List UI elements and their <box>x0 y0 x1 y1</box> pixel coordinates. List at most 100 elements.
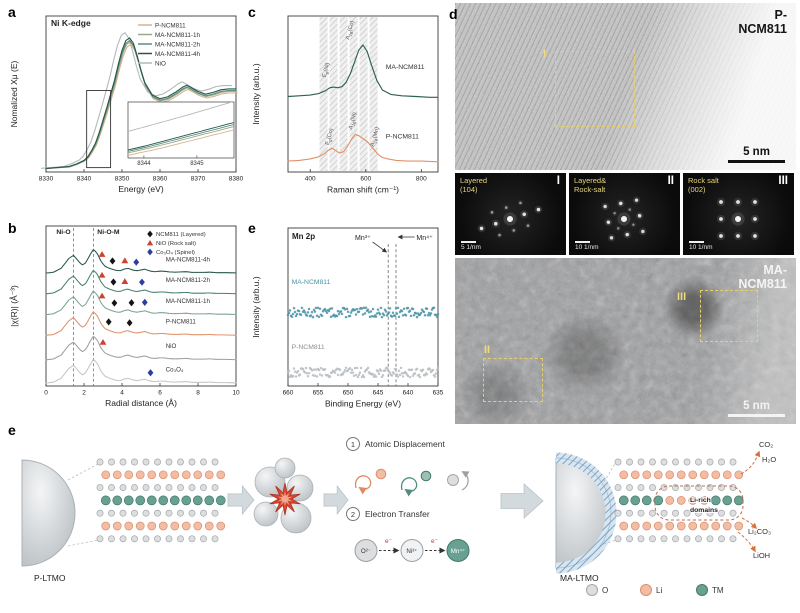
step1-number: 1 <box>351 440 355 449</box>
panel-b-exafs-chart: 0 2 4 6 8 10 Radial distance (Å) |χ(R)| (Å⁻³) Ni… <box>9 225 240 408</box>
svg-text:A1g(Mn): A1g(Mn) <box>370 126 381 147</box>
fft-scale-i: 5 1/nm <box>461 241 481 251</box>
svg-text:A1g(Co): A1g(Co) <box>345 20 356 40</box>
svg-text:Eg(Co): Eg(Co) <box>325 128 336 146</box>
panel-label-e-schematic: e <box>8 422 16 438</box>
svg-text:660: 660 <box>283 390 294 397</box>
species-o: O²⁻ <box>361 548 371 555</box>
electron-label-1: e⁻ <box>385 538 393 545</box>
fft-roman-i: I <box>556 175 560 187</box>
legend-o-label: O <box>602 586 608 595</box>
tem-label-line2: NCM811 <box>738 21 787 36</box>
fft-scale-iii: 10 1/nm <box>689 241 713 251</box>
product-h2o: H₂O <box>762 455 776 464</box>
roi-label-ii: II <box>484 344 491 356</box>
scale-bar-line <box>728 160 785 163</box>
svg-text:P-NCM811: P-NCM811 <box>292 344 325 351</box>
p-ltmo-label: P-LTMO <box>34 573 66 583</box>
fft-scale-bar <box>461 241 476 243</box>
fft-scale-bar <box>575 241 590 243</box>
scale-bar-top: 5 nm <box>728 146 785 163</box>
svg-text:0: 0 <box>44 390 48 397</box>
svg-text:4: 4 <box>120 390 124 397</box>
svg-text:NCM811 (Layered): NCM811 (Layered) <box>156 232 206 238</box>
svg-text:640: 640 <box>403 390 414 397</box>
svg-text:6: 6 <box>158 390 162 397</box>
svg-text:10: 10 <box>232 390 240 397</box>
svg-text:Mn 2p: Mn 2p <box>292 232 315 241</box>
svg-text:Co₃O₄: Co₃O₄ <box>166 366 184 373</box>
svg-text:645: 645 <box>373 390 384 397</box>
roi-label-iii: III <box>677 291 687 303</box>
svg-text:8350: 8350 <box>115 176 130 183</box>
svg-text:8: 8 <box>196 390 200 397</box>
svg-text:Mn³⁺: Mn³⁺ <box>355 235 371 242</box>
svg-text:Eg(Ni): Eg(Ni) <box>322 62 332 78</box>
tem-label-ma-ncm811: MA- NCM811 <box>738 263 787 292</box>
svg-text:Radial distance (Å): Radial distance (Å) <box>105 398 177 408</box>
svg-text:Co₃O₄ (Spinel): Co₃O₄ (Spinel) <box>156 250 195 256</box>
scale-bar-text: 5 nm <box>743 400 770 412</box>
product-li2co3: Li₂CO₃ <box>748 527 771 536</box>
fft-title-i: Layered (104) <box>460 176 488 195</box>
svg-text:8340: 8340 <box>77 176 92 183</box>
roi-box-ii: II <box>483 344 543 402</box>
panel-label-a: a <box>8 4 16 20</box>
electron-label-2: e⁻ <box>431 538 439 545</box>
svg-text:MA-NCM811-1h: MA-NCM811-1h <box>166 298 211 305</box>
fft-roman-ii: II <box>667 175 674 187</box>
svg-text:400: 400 <box>305 176 316 183</box>
tem-label-p-ncm811: P- NCM811 <box>738 8 788 37</box>
product-lioh: LiOH <box>753 551 770 560</box>
roi-box-i: I <box>543 48 635 127</box>
legend-tm-label: TM <box>712 586 724 595</box>
fft-scale-ii: 10 1/nm <box>575 241 599 251</box>
svg-text:Intensity (arb.u.): Intensity (arb.u.) <box>251 276 261 338</box>
svg-text:8330: 8330 <box>39 176 54 183</box>
roi-label-i: I <box>543 48 547 60</box>
legend-li-label: Li <box>656 586 662 595</box>
svg-text:MA-NCM811-2h: MA-NCM811-2h <box>155 41 201 48</box>
panel-label-c: c <box>248 4 256 20</box>
svg-text:A1g(Ni): A1g(Ni) <box>348 112 359 131</box>
svg-text:600: 600 <box>360 176 371 183</box>
species-ni: Ni³⁺ <box>406 548 417 555</box>
svg-text:Nomalized Xμ (E): Nomalized Xμ (E) <box>9 60 19 127</box>
svg-text:NiO (Rock salt): NiO (Rock salt) <box>156 241 196 247</box>
li-rich-label-1: Li-rich <box>690 497 711 504</box>
product-co2: CO₂ <box>759 440 773 449</box>
svg-text:P-NCM811: P-NCM811 <box>155 22 186 29</box>
schematic-shapes <box>21 437 761 596</box>
fft-title-ii: Layered& Rock-salt <box>574 176 607 195</box>
fft-inset-ii: Layered& Rock-salt II 10 1/nm <box>569 173 680 255</box>
step1-title: Atomic Displacement <box>365 439 445 449</box>
fft-pattern-iii <box>716 197 760 241</box>
tem-image-ma-ncm811: MA- NCM811 III II 5 nm <box>455 258 796 424</box>
svg-text:MA-NCM811: MA-NCM811 <box>292 279 331 286</box>
scale-bar-line <box>728 414 785 417</box>
step2-number: 2 <box>351 510 355 519</box>
svg-text:8380: 8380 <box>229 176 244 183</box>
svg-text:Mn⁴⁺: Mn⁴⁺ <box>416 235 433 242</box>
tem-label-line1: MA- <box>763 263 787 277</box>
panel-e-xps-chart: 660 655 650 645 640 635 Binding Energy (eV) Int… <box>251 227 444 409</box>
tem-label-line1: P- <box>774 8 788 22</box>
svg-text:MA-NCM811-2h: MA-NCM811-2h <box>166 277 211 284</box>
svg-text:Ni-O: Ni-O <box>56 229 70 236</box>
svg-text:|χ(R)| (Å⁻³): |χ(R)| (Å⁻³) <box>9 285 19 327</box>
panel-c-raman-chart: 400 600 800 Raman shift (cm⁻¹) Intensity (ar… <box>251 15 439 195</box>
svg-text:NiO: NiO <box>166 343 177 350</box>
fft-inset-i: Layered (104) I 5 1/nm <box>455 173 566 255</box>
tem-image-p-ncm811: P- NCM811 I 5 nm <box>455 3 796 170</box>
svg-text:Binding Energy (eV): Binding Energy (eV) <box>325 399 401 409</box>
panel-label-e-xps: e <box>248 220 256 236</box>
svg-text:800: 800 <box>416 176 427 183</box>
species-mn: Mn⁴⁺ <box>451 548 466 555</box>
panel-e-mechanism-schematic: P-LTMO MA-LTMO 1 Atomic Displacement 2 E… <box>21 437 776 596</box>
svg-text:MA-NCM811-4h: MA-NCM811-4h <box>155 51 201 58</box>
svg-text:NiO: NiO <box>155 60 166 67</box>
fft-scale-bar <box>689 241 704 243</box>
vacuum-gradient-overlay <box>455 3 796 170</box>
svg-text:Raman shift (cm⁻¹): Raman shift (cm⁻¹) <box>327 185 399 195</box>
